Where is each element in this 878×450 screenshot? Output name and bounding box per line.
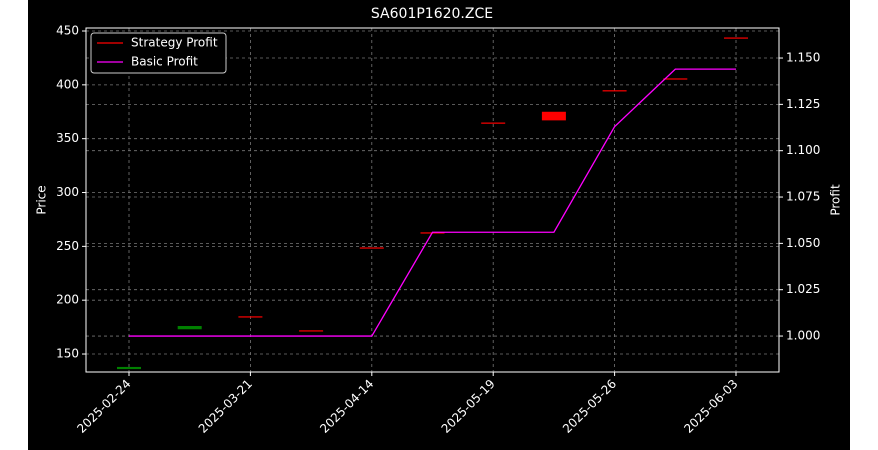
y2-axis-label: Profit [829,184,843,216]
legend-label: Basic Profit [131,55,198,69]
legend-box [90,32,227,74]
plot-frame [85,27,780,373]
candle-body [117,366,141,370]
candle-body [359,247,384,249]
y2-tick-label: 1.150 [786,51,820,65]
legend-label: Strategy Profit [131,36,218,50]
candle-body [481,122,506,124]
y2-tick-label: 1.000 [786,329,820,343]
candle-body [541,111,566,121]
y2-tick-label: 1.025 [786,282,820,296]
y-axis-label: Price [35,185,49,214]
y-tick-label: 150 [56,347,79,361]
y-tick-label: 450 [56,24,79,38]
y-tick-label: 400 [56,77,79,91]
y-tick-label: 350 [56,131,79,145]
candle-body [238,316,263,318]
candle-body [724,37,748,39]
y2-tick-label: 1.075 [786,190,820,204]
candle-body [602,90,627,92]
y-tick-label: 200 [56,293,79,307]
candle-body [663,78,688,80]
chart-title: SA601P1620.ZCE [371,6,493,22]
y2-tick-label: 1.125 [786,97,820,111]
y2-tick-label: 1.100 [786,143,820,157]
candle-body [299,330,324,332]
profit-line [129,68,736,337]
y-tick-label: 300 [56,185,79,199]
background [28,0,850,450]
candle-body [177,326,202,330]
y-tick-label: 250 [56,239,79,253]
y2-tick-label: 1.050 [786,236,820,250]
